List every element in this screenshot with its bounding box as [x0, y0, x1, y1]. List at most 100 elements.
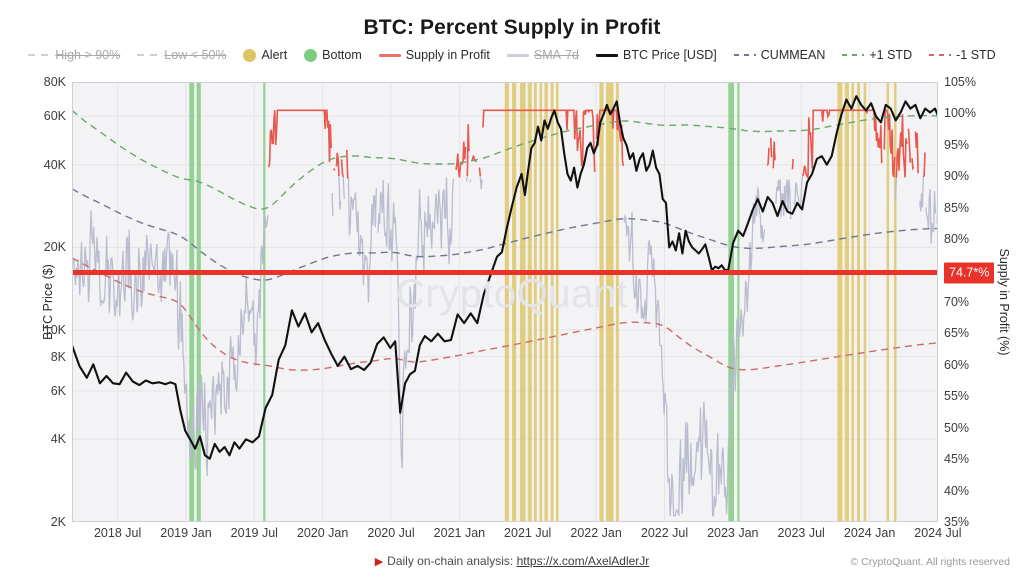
- alert-band: [599, 82, 604, 522]
- legend-marker-1: [137, 49, 160, 61]
- alert-band: [886, 82, 890, 522]
- legend-item-bottom[interactable]: Bottom: [304, 48, 362, 62]
- legend-item-btc-price-usd[interactable]: BTC Price [USD]: [596, 48, 717, 62]
- btc-price-line: [72, 95, 938, 460]
- legend-item-high-90[interactable]: High > 90%: [28, 48, 120, 62]
- chart-legend[interactable]: High > 90% Low < 50% Alert Bottom Supply in …: [0, 48, 1024, 62]
- legend-marker-9: [929, 49, 952, 61]
- y-axis-right-tick: 40%: [944, 483, 970, 498]
- legend-label-3: Bottom: [322, 48, 362, 62]
- y-axis-left-tick: 4K: [50, 432, 66, 447]
- bottom-band: [737, 82, 740, 522]
- legend-marker-8: [842, 49, 865, 61]
- legend-label-8: +1 STD: [869, 48, 913, 62]
- x-axis-tick: 2020 Jan: [296, 526, 349, 540]
- y-axis-left-tick: 2K: [50, 515, 66, 529]
- chart-title: BTC: Percent Supply in Profit: [363, 16, 661, 39]
- legend-marker-3: [304, 48, 318, 62]
- y-axis-right: 105% 100% 95% 90% 85% 80% 70% 65% 60% 55% 50% 45% 40…: [944, 75, 1000, 529]
- alert-band: [615, 82, 619, 522]
- alert-band: [556, 82, 559, 522]
- legend-item-supply-in-profit[interactable]: Supply in Profit: [378, 48, 490, 62]
- legend-label-7: CUMMEAN: [760, 48, 826, 62]
- y-axis-left-tick: 10K: [43, 323, 66, 337]
- alert-band: [894, 82, 897, 522]
- legend-marker-4: [378, 49, 401, 61]
- y-axis-right-tick: 90%: [944, 169, 970, 184]
- legend-marker-2: [243, 48, 257, 62]
- supply-in-profit-line-low: [72, 175, 938, 517]
- x-axis-tick: 2023 Jan: [707, 526, 759, 540]
- legend-label-2: Alert: [261, 48, 288, 62]
- x-axis-tick: 2024 Jul: [914, 526, 962, 540]
- y-axis-right-tick: 35%: [944, 515, 970, 529]
- legend-item-low-50[interactable]: Low < 50%: [137, 48, 226, 62]
- y-axis-left-tick: 60K: [43, 109, 66, 124]
- plot-svg: [72, 82, 938, 522]
- plot-border: [72, 82, 938, 522]
- x-axis-tick: 2021 Jul: [504, 526, 552, 540]
- y-axis-right-tick: 45%: [944, 452, 970, 467]
- y-axis-right-tick: 50%: [944, 420, 970, 435]
- legend-label-5: SMA-7d: [533, 48, 580, 62]
- legend-item-1-std[interactable]: +1 STD: [842, 48, 912, 62]
- bottom-band: [189, 82, 195, 522]
- legend-label-1: Low < 50%: [164, 48, 227, 62]
- alert-band: [844, 82, 849, 522]
- x-axis-tick: 2019 Jul: [230, 526, 278, 540]
- x-axis-tick: 2023 Jul: [777, 526, 825, 540]
- y-axis-right-tick: 80%: [944, 232, 970, 247]
- alert-band: [504, 82, 509, 522]
- y-axis-right-tick: 70%: [944, 295, 970, 309]
- footer-link[interactable]: https://x.com/AxelAdlerJr: [516, 554, 650, 568]
- y-axis-right-tick: 85%: [944, 200, 970, 215]
- y-axis-right-tick: 105%: [944, 75, 976, 89]
- y-axis-left-tick: 20K: [43, 240, 66, 255]
- legend-item-1-std[interactable]: -1 STD: [929, 48, 996, 62]
- y-axis-left-tick: 80K: [43, 75, 66, 89]
- x-axis-tick: 2024 Jan: [843, 526, 896, 540]
- alert-band: [512, 82, 517, 522]
- legend-item-sma-7d[interactable]: SMA-7d: [506, 48, 580, 62]
- bottom-band: [263, 82, 266, 522]
- alert-band: [544, 82, 548, 522]
- x-axis-tick: 2020 Jul: [367, 526, 415, 540]
- alert-band: [550, 82, 554, 522]
- x-axis-tick: 2018 Jul: [93, 526, 142, 540]
- legend-label-0: High > 90%: [55, 48, 121, 62]
- bottom-band: [196, 82, 201, 522]
- legend-item-cummean[interactable]: CUMMEAN: [733, 48, 826, 62]
- x-axis-tick: 2019 Jan: [160, 526, 212, 540]
- current-value-badge: 74.7*%: [944, 262, 995, 283]
- bottom-bands: [189, 82, 740, 522]
- alert-band: [837, 82, 843, 522]
- alert-band: [528, 82, 532, 522]
- copyright-notice: © CryptoQuant. All rights reserved: [850, 556, 1010, 568]
- y-axis-left-tick: 6K: [50, 384, 66, 398]
- x-axis-tick: 2022 Jan: [570, 526, 622, 540]
- alert-band: [857, 82, 860, 522]
- plus-1-std-line: [72, 109, 938, 210]
- footer-note: ▶ Daily on-chain analysis: https://x.com/…: [0, 554, 1024, 568]
- bottom-band: [728, 82, 734, 522]
- y-axis-right-tick: 55%: [944, 389, 970, 404]
- alert-band: [519, 82, 526, 522]
- alert-band: [863, 82, 867, 522]
- legend-marker-0: [28, 49, 51, 61]
- y-axis-right-tick: 60%: [944, 357, 970, 372]
- legend-item-alert[interactable]: Alert: [243, 48, 287, 62]
- x-axis-tick: 2022 Jul: [640, 526, 689, 540]
- y-axis-right-title: Supply in Profit (%): [997, 248, 1011, 356]
- alert-band: [851, 82, 854, 522]
- legend-marker-5: [506, 49, 529, 61]
- footer-text: Daily on-chain analysis:: [387, 554, 517, 568]
- play-triangle-icon: ▶: [374, 556, 384, 568]
- y-axis-left: 2K 4K 6K 8K 10K 20K 40K 60K 80K: [0, 75, 66, 529]
- y-axis-right-title-wrap: Supply in Profit (%): [996, 82, 1011, 522]
- alert-bands: [504, 82, 897, 522]
- x-axis: 2018 Jul 2019 Jan 2019 Jul 2020 Jan 2020 Jul…: [72, 526, 962, 546]
- y-axis-left-tick: 8K: [50, 349, 66, 364]
- y-axis-left-tick: 40K: [43, 157, 66, 172]
- legend-marker-6: [596, 49, 619, 61]
